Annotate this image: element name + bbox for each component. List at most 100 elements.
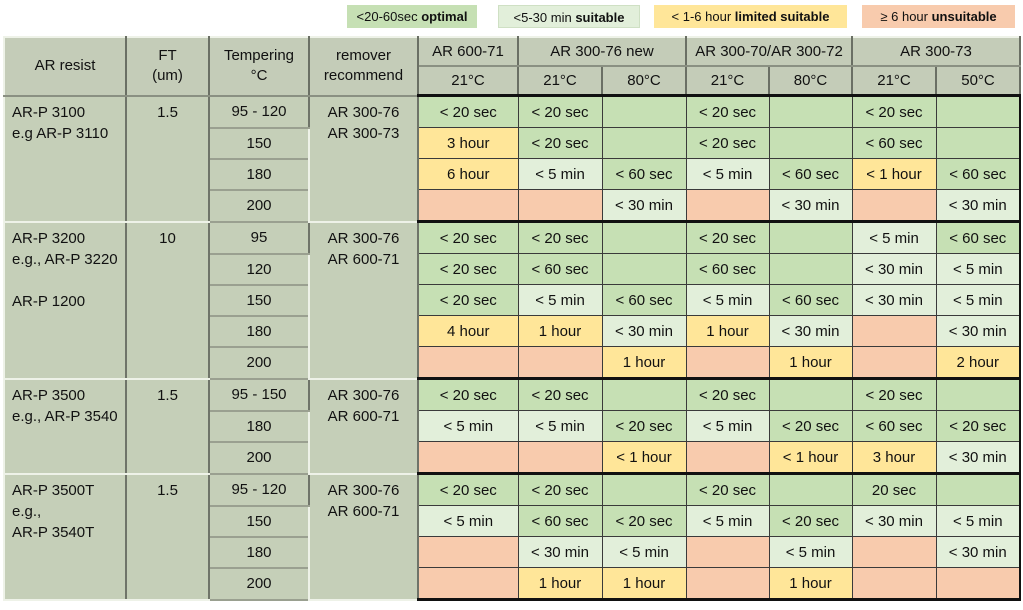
removal-time-cell: < 20 sec: [685, 94, 770, 128]
removal-time-cell: [417, 346, 519, 380]
header-temp: 80°C: [768, 65, 853, 97]
table-row: 180 4 hour 1 hour < 30 min 1 hour < 30 min < 3…: [4, 314, 1021, 348]
resist-name: [12, 270, 125, 291]
remover-name: AR 300-76: [327, 103, 400, 121]
removal-time-cell: < 20 sec: [685, 220, 770, 254]
header-ft-unit: (um): [152, 67, 183, 85]
removal-time-cell: < 60 sec: [851, 410, 937, 442]
removal-time-cell: < 30 min: [935, 536, 1021, 568]
removal-time-cell: < 20 sec: [601, 410, 687, 442]
legend-suitable: <5-30 min suitable: [498, 5, 640, 28]
header-ar-resist: AR resist: [3, 36, 127, 97]
remover-name: AR 600-71: [327, 250, 400, 268]
removal-time-cell: [768, 220, 853, 254]
removal-time-cell: < 20 sec: [417, 284, 519, 316]
resist-name-cell: AR-P 3500T e.g., AR-P 3540T: [3, 472, 127, 601]
removal-time-cell: < 20 sec: [417, 472, 519, 506]
tempering-cell: 95 - 150: [208, 377, 310, 412]
removal-time-cell: < 5 min: [768, 536, 853, 568]
tempering-cell: 180: [208, 157, 310, 191]
tempering-cell: 200: [208, 440, 310, 475]
removal-time-cell: < 20 sec: [517, 220, 603, 254]
removal-time-cell: [685, 536, 770, 568]
removal-time-cell: < 30 min: [851, 505, 937, 537]
film-thickness-cell: 1.5: [125, 94, 210, 223]
removal-time-cell: [417, 536, 519, 568]
tempering-cell: 200: [208, 188, 310, 223]
header-temp: 21°C: [517, 65, 603, 97]
removal-time-cell: < 30 min: [851, 284, 937, 316]
removal-time-cell: 1 hour: [685, 315, 770, 347]
tempering-cell: 120: [208, 252, 310, 286]
removal-time-cell: [768, 377, 853, 411]
removal-time-cell: 3 hour: [851, 441, 937, 475]
table-row: 150 3 hour < 20 sec < 20 sec < 60 sec: [4, 126, 1021, 160]
removal-time-cell: [685, 567, 770, 601]
removal-time-cell: < 20 sec: [768, 505, 853, 537]
tempering-cell: 95: [208, 220, 310, 255]
table-row: 200 < 1 hour < 1 hour 3 hour < 30 min: [4, 440, 1021, 475]
removal-time-cell: < 1 hour: [851, 158, 937, 190]
legend-suitable-label: suitable: [575, 10, 625, 25]
tempering-cell: 150: [208, 504, 310, 538]
removal-time-cell: 2 hour: [935, 346, 1021, 380]
removal-time-cell: < 5 min: [517, 158, 603, 190]
remover-recommend-cell: AR 300-76 AR 600-71: [308, 220, 419, 380]
header-ft-label: FT: [158, 47, 177, 65]
film-thickness-cell: 10: [125, 220, 210, 380]
removal-time-cell: < 20 sec: [851, 94, 937, 128]
removal-time-cell: 1 hour: [768, 567, 853, 601]
removal-time-cell: [935, 377, 1021, 411]
table-row: AR-P 3500T e.g., AR-P 3540T 1.5 95 - 120 AR 3…: [3, 472, 1021, 601]
removal-time-cell: [685, 346, 770, 380]
removal-time-cell: [851, 189, 937, 223]
removal-time-cell: [935, 472, 1021, 506]
removal-time-cell: < 30 min: [935, 189, 1021, 223]
removal-time-cell: < 20 sec: [517, 94, 603, 128]
header-ar-300-73: AR 300-73: [851, 36, 1021, 67]
removal-time-cell: < 1 hour: [768, 441, 853, 475]
removal-time-cell: [601, 220, 687, 254]
remover-name: AR 300-73: [327, 124, 400, 142]
removal-time-cell: < 20 sec: [517, 127, 603, 159]
removal-time-cell: < 20 sec: [935, 410, 1021, 442]
removal-time-cell: 1 hour: [601, 567, 687, 601]
removal-time-cell: < 30 min: [851, 253, 937, 285]
removal-time-cell: < 5 min: [417, 505, 519, 537]
removal-time-cell: [601, 377, 687, 411]
removal-time-cell: < 20 sec: [417, 253, 519, 285]
resist-name: AR-P 3500T: [12, 481, 95, 499]
removal-time-cell: < 20 sec: [417, 220, 519, 254]
remover-name: AR 600-71: [327, 407, 400, 425]
resist-name: AR-P 1200: [12, 292, 86, 310]
removal-time-cell: < 30 min: [768, 315, 853, 347]
tempering-cell: 200: [208, 345, 310, 380]
remover-name: AR 300-76: [327, 481, 400, 499]
removal-time-cell: [935, 94, 1021, 128]
removal-time-cell: 3 hour: [417, 127, 519, 159]
removal-time-cell: [851, 315, 937, 347]
film-thickness-cell: 1.5: [125, 377, 210, 475]
remover-name: AR 300-76: [327, 229, 400, 247]
removal-time-cell: [851, 346, 937, 380]
removal-time-cell: < 60 sec: [601, 284, 687, 316]
header-ar-300-70-72: AR 300-70/AR 300-72: [685, 36, 853, 67]
tempering-cell: 150: [208, 126, 310, 160]
resist-name: AR-P 3100: [12, 103, 86, 121]
removal-time-cell: < 30 min: [601, 315, 687, 347]
table-row: 120 < 20 sec < 60 sec < 60 sec < 30 min < 5 m…: [4, 252, 1021, 286]
removal-time-cell: < 20 sec: [417, 94, 519, 128]
header-temp: 21°C: [685, 65, 770, 97]
removal-time-cell: < 60 sec: [601, 158, 687, 190]
removal-time-cell: [601, 94, 687, 128]
table-row: 200 < 30 min < 30 min < 30 min: [4, 188, 1021, 223]
removal-time-cell: 1 hour: [768, 346, 853, 380]
table-row: 180 < 5 min < 5 min < 20 sec < 5 min < 20 sec…: [4, 409, 1021, 443]
removal-time-cell: < 60 sec: [851, 127, 937, 159]
table-row: AR-P 3200 e.g., AR-P 3220 AR-P 1200 10 95 AR…: [3, 220, 1021, 380]
remover-recommend-cell: AR 300-76 AR 600-71: [308, 472, 419, 601]
tempering-cell: 180: [208, 409, 310, 443]
header-remover-line1: remover: [335, 47, 391, 65]
removal-time-cell: 4 hour: [417, 315, 519, 347]
removal-time-cell: < 5 min: [685, 158, 770, 190]
